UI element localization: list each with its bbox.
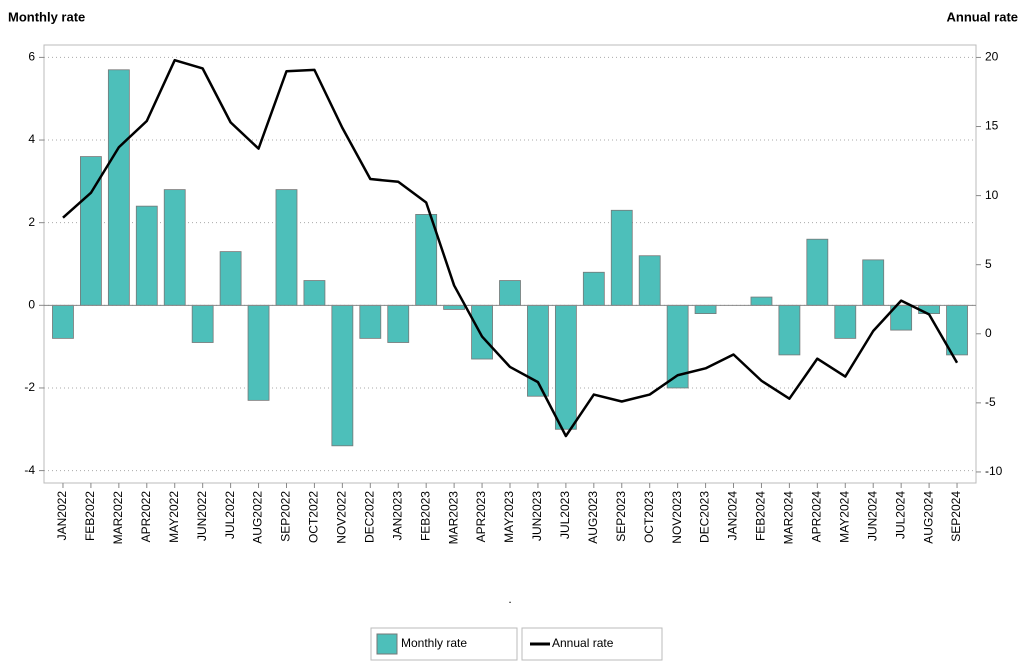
bar [610,209,633,306]
x-tick-label: MAR2023 [446,491,460,545]
bar [52,304,74,339]
bar [750,296,773,306]
y2-axis-title: Annual rate [946,9,1018,24]
bar [946,304,968,356]
x-tick-label: DEC2023 [698,491,712,543]
x-tick-label: DEC2022 [362,491,376,543]
bar [554,304,577,430]
bar [443,304,466,310]
x-tick-label: FEB2023 [418,491,432,541]
x-tick-label: APR2023 [474,491,488,543]
y2-tick-label: 5 [985,257,992,271]
bar [331,304,354,447]
bar [191,304,214,343]
bar [107,69,130,306]
x-tick-label: OCT2023 [642,491,656,543]
x-tick-label: MAR2024 [782,491,796,545]
x-tick-label: MAY2022 [167,491,181,543]
y2-tick-label: 10 [985,188,999,202]
x-tick-label: AUG2024 [921,491,935,544]
legend-box [370,627,518,661]
x-tick-label: SEP2024 [949,491,963,542]
x-tick-label: MAY2023 [502,491,516,543]
x-tick-label: OCT2022 [307,491,321,543]
x-tick-label: JUN2023 [530,491,544,541]
bar [694,304,717,314]
y-axis-title: Monthly rate [8,9,85,24]
x-tick-label: MAY2024 [837,491,851,543]
x-tick-label: JUL2022 [223,491,237,539]
x-tick-label: JUL2023 [558,491,572,539]
y-tick-label: 6 [28,50,35,64]
line [62,58,959,438]
y-tick-label: 0 [28,297,35,311]
bar [862,259,885,306]
bar [359,304,382,339]
x-tick-label: APR2024 [810,491,824,543]
bar [275,189,298,306]
legend-label: Monthly rate [401,636,467,650]
x-tick-label: AUG2022 [251,491,265,544]
bar [806,238,829,306]
x-tick-label: JAN2022 [55,491,69,541]
y2-tick-label: 15 [985,119,999,133]
bar [499,280,521,306]
x-tick-label: FEB2024 [754,491,768,541]
bar [135,205,158,306]
bar [163,189,186,306]
x-tick-label: MAR2022 [111,491,125,545]
bar [834,304,857,339]
x-tick-label: FEB2022 [83,491,97,541]
x-tick-label: NOV2023 [670,491,684,544]
legend-label: Annual rate [552,636,614,650]
y2-tick-label: -10 [985,464,1003,478]
y-tick-label: 4 [28,132,35,146]
y2-tick-label: -5 [985,395,996,409]
x-tick-label: JAN2024 [726,491,740,541]
x-tick-label: SEP2022 [279,491,293,542]
y2-tick-label: 0 [985,326,992,340]
y-tick-label: 2 [28,215,35,229]
y-tick-label: -2 [24,380,35,394]
x-tick-label: JUN2022 [195,491,209,541]
y-tick-label: -4 [24,463,35,477]
bar [582,271,605,306]
x-tick-label: NOV2022 [335,491,349,544]
legend-swatch [376,633,398,655]
x-tick-label: AUG2023 [586,491,600,544]
bar [778,304,801,356]
bar [247,304,270,401]
bar [303,280,326,306]
bar [638,255,661,306]
x-tick-label: SEP2023 [614,491,628,542]
bar [387,304,410,343]
x-axis-label: . [508,592,511,606]
bar [471,304,493,360]
x-tick-label: JUN2024 [865,491,879,541]
bar [219,251,242,306]
legend-box [521,627,663,661]
x-tick-label: JUL2024 [893,491,907,539]
x-tick-label: JAN2023 [390,491,404,541]
y2-tick-label: 20 [985,50,999,64]
x-tick-label: APR2022 [139,491,153,543]
